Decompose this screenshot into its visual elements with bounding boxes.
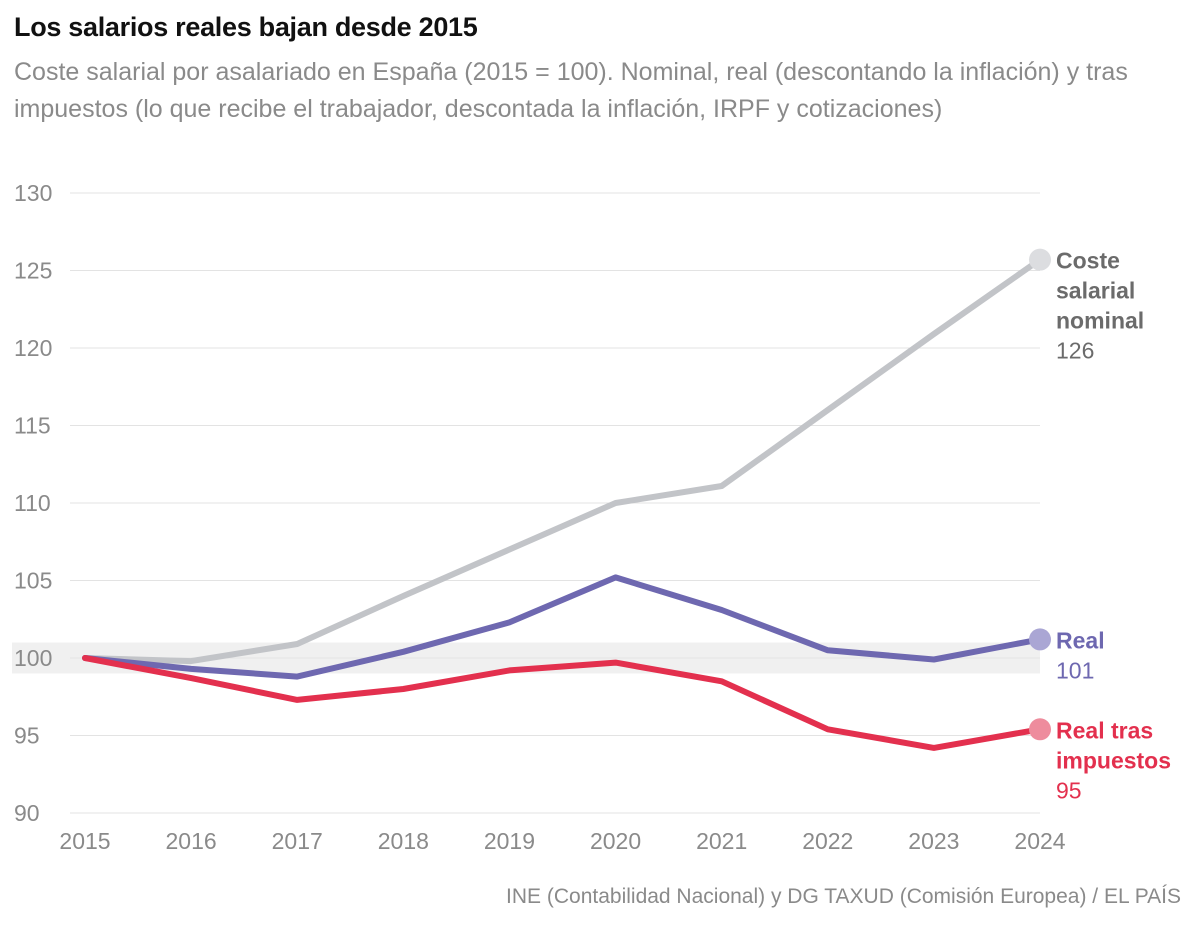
y-axis-ticks: 90 95 100 105 110 115 120 125 130 [14, 180, 52, 826]
y-tick-label: 110 [14, 490, 51, 516]
end-label-nominal: salarial [1056, 278, 1135, 304]
y-tick-label: 100 [14, 645, 52, 671]
y-tick-label: 105 [14, 568, 52, 594]
series-line-real [82, 574, 1043, 680]
y-tick-label: 115 [14, 413, 51, 439]
end-label-real: Real [1056, 627, 1105, 653]
end-label-nominal: Coste [1056, 248, 1120, 274]
end-value-after_tax: 95 [1056, 777, 1082, 803]
end-value-nominal: 126 [1056, 338, 1094, 364]
x-tick-label: 2023 [908, 828, 959, 854]
source-note: INE (Contabilidad Nacional) y DG TAXUD (… [506, 885, 1181, 908]
x-axis-ticks: 2015 2016 2017 2018 2019 2020 2021 2022 2023 2024 [59, 828, 1065, 854]
end-label-nominal: nominal [1056, 308, 1144, 334]
end-value-real: 101 [1056, 657, 1094, 683]
x-tick-label: 2017 [272, 828, 323, 854]
end-dot-nominal [1029, 248, 1051, 271]
end-label-after_tax: Real tras [1056, 717, 1153, 743]
x-tick-label: 2020 [590, 828, 641, 854]
x-tick-label: 2022 [802, 828, 853, 854]
end-labels: Coste salarial nominal 126 Real 101 Real tras i… [1029, 248, 1171, 803]
x-tick-label: 2016 [166, 828, 217, 854]
series-line-nominal [82, 256, 1043, 665]
series-line-after_tax [82, 655, 1043, 751]
chart-title: Los salarios reales bajan desde 2015 [14, 12, 478, 42]
y-tick-label: 120 [14, 335, 52, 361]
end-dot-after_tax [1029, 718, 1051, 741]
x-tick-label: 2019 [484, 828, 535, 854]
y-tick-label: 130 [14, 180, 52, 206]
end-dot-real [1029, 628, 1051, 651]
y-tick-label: 125 [14, 258, 52, 284]
y-tick-label: 95 [14, 723, 40, 749]
end-label-after_tax: impuestos [1056, 747, 1171, 773]
x-tick-label: 2018 [378, 828, 429, 854]
gridlines [70, 192, 1040, 814]
series-lines [82, 256, 1043, 751]
x-tick-label: 2015 [59, 828, 110, 854]
y-tick-label: 90 [14, 800, 40, 826]
x-tick-label: 2021 [696, 828, 747, 854]
chart-subtitle: Coste salarial por asalariado en España … [14, 58, 1128, 123]
x-tick-label: 2024 [1014, 828, 1065, 854]
